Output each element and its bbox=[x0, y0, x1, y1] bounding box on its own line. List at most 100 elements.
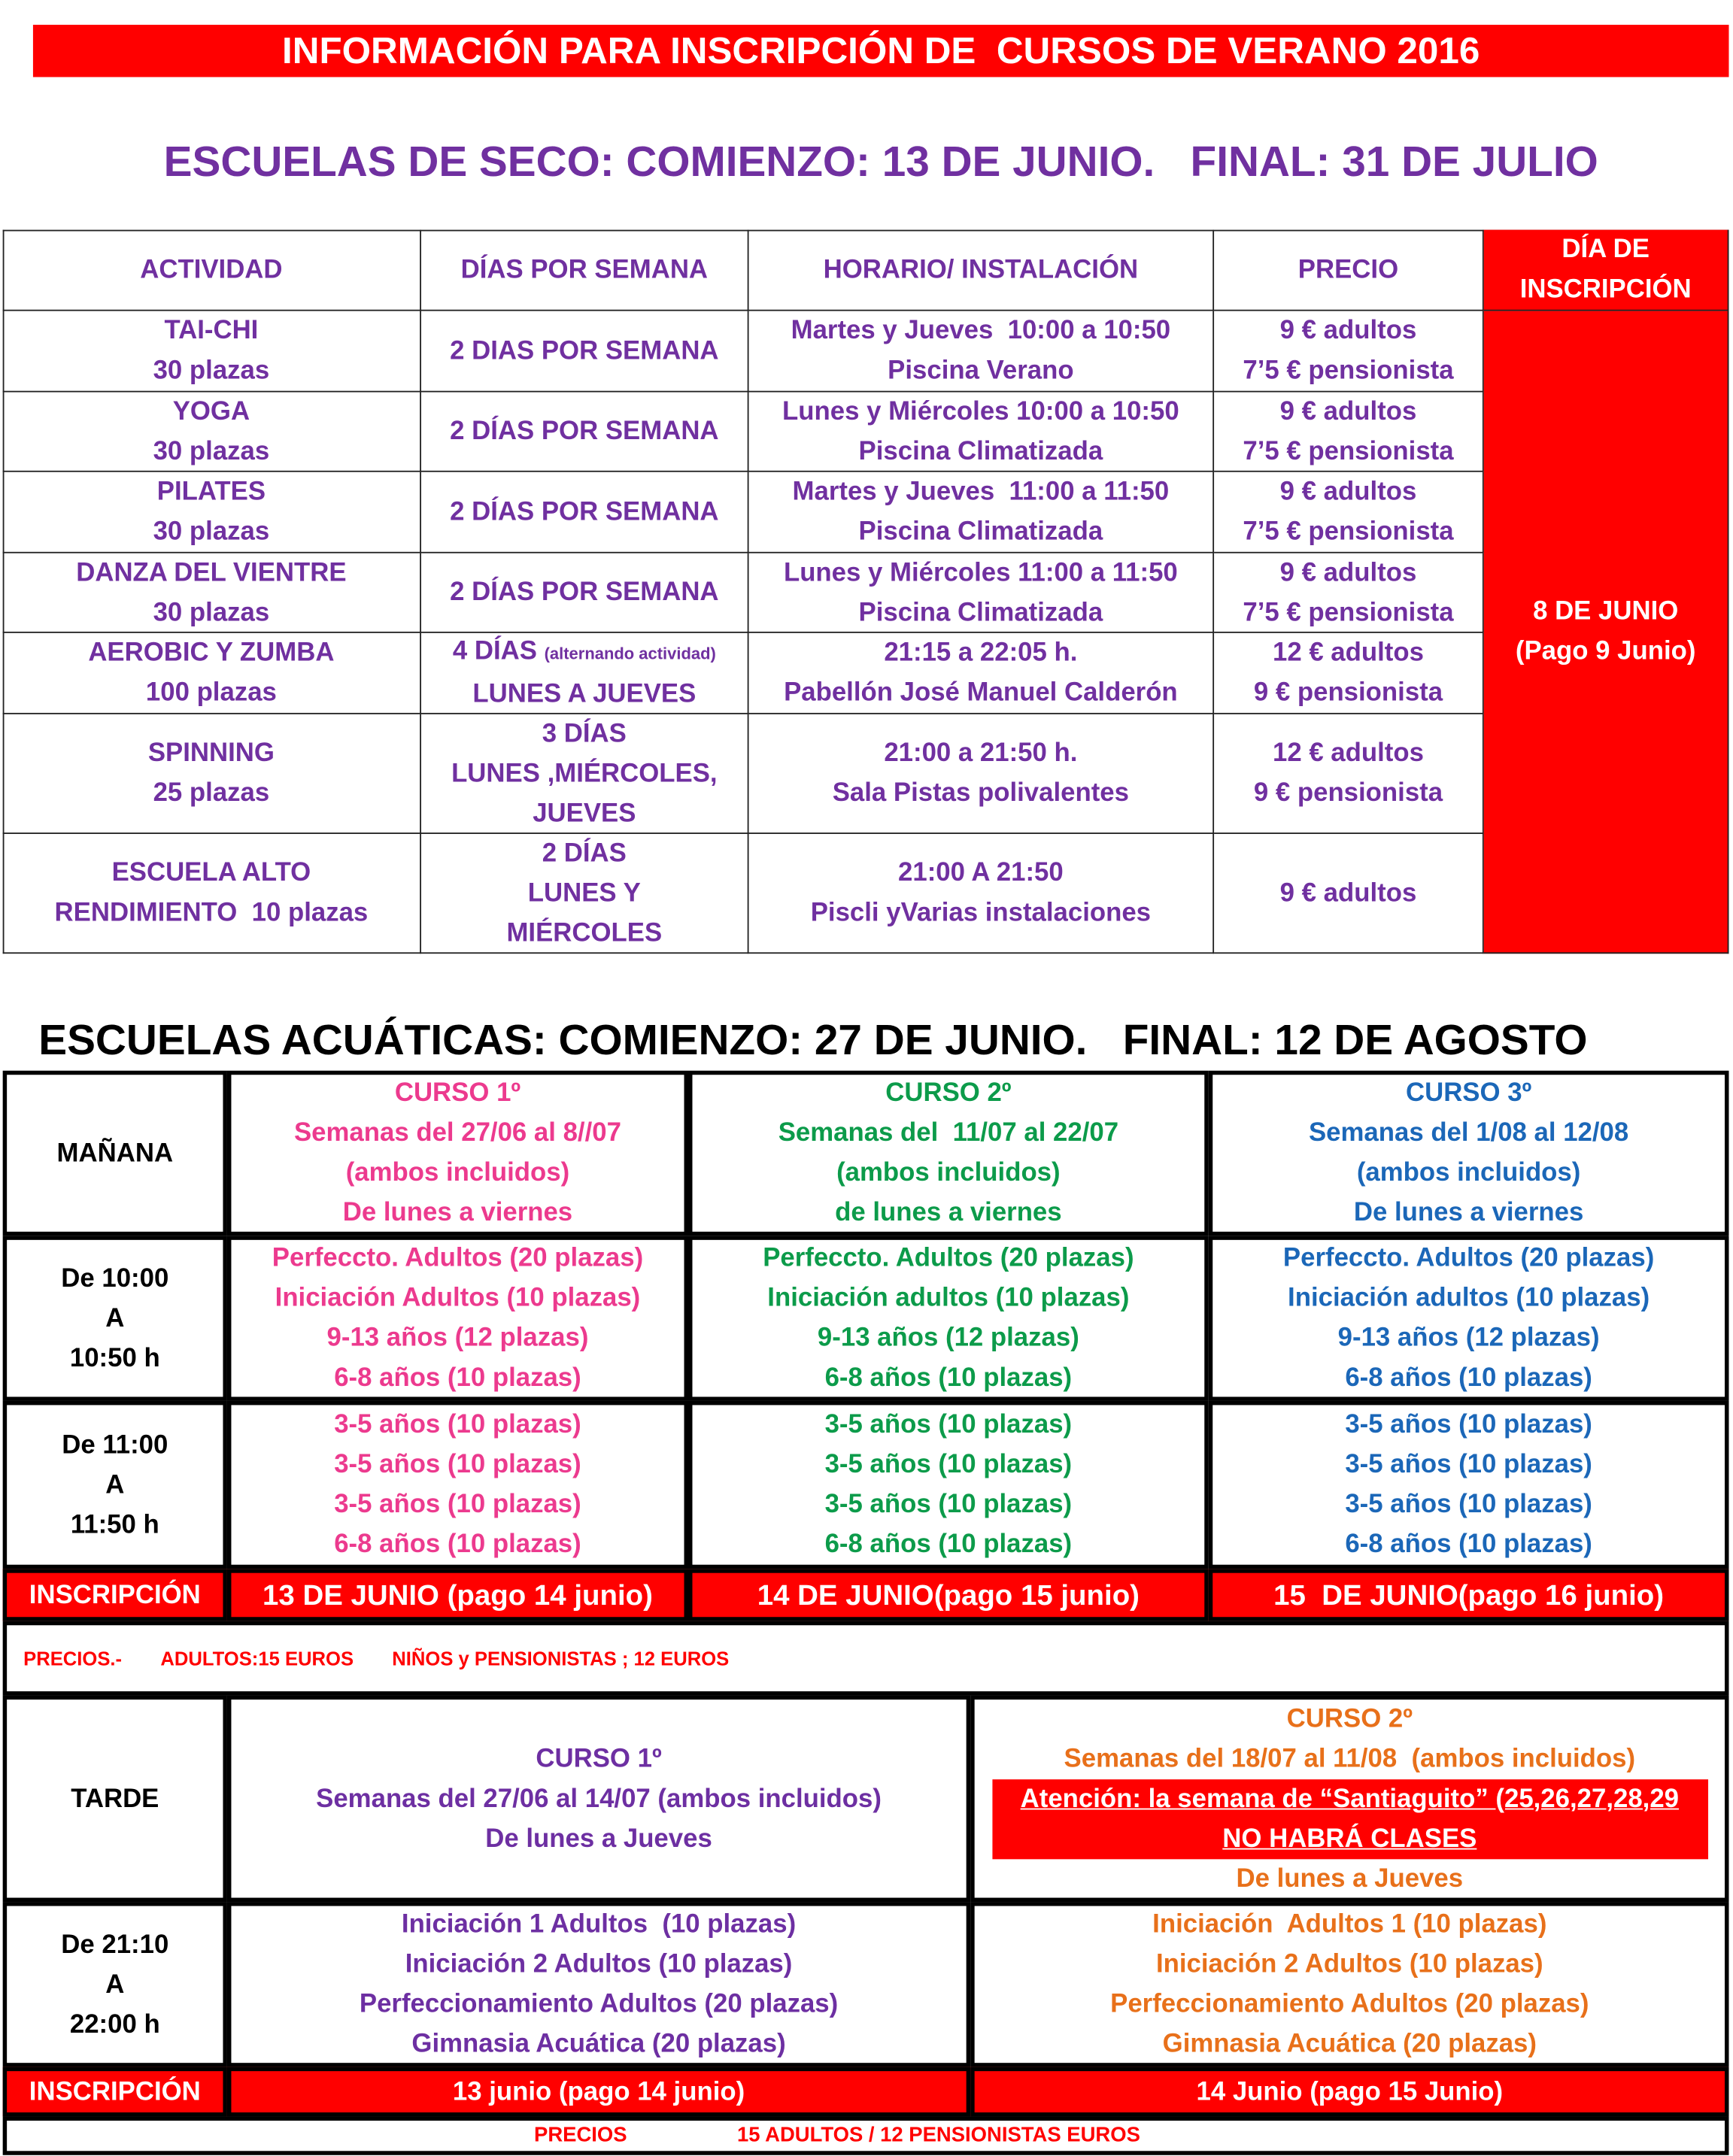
group-text: 6-8 años (10 plazas) bbox=[334, 1363, 581, 1393]
notice-text: Atención: la semana de “Santiaguito” (25… bbox=[1020, 1784, 1679, 1814]
course-text: Semanas del 27/06 al 14/07 (ambos inclui… bbox=[316, 1784, 882, 1814]
table-cell: 2 DÍAS POR SEMANA bbox=[420, 392, 749, 472]
group-text: Iniciación Adultos 1 (10 plazas) bbox=[1152, 1910, 1547, 1939]
days-note: (alternando actividad) bbox=[544, 644, 716, 664]
header-text: DÍA DE bbox=[1562, 235, 1650, 265]
registration-date-text: 13 junio (pago 14 junio) bbox=[452, 2077, 745, 2106]
table-cell: Martes y Jueves 10:00 a 10:50 Piscina Ver… bbox=[748, 311, 1215, 393]
page-title: INFORMACIÓN PARA INSCRIPCIÓN DE CURSOS D… bbox=[282, 29, 1480, 71]
registration-date-text: 15 DE JUNIO(pago 16 junio) bbox=[1273, 1578, 1665, 1612]
group-text: Iniciación adultos (10 plazas) bbox=[767, 1284, 1130, 1313]
cell-text: 30 plazas bbox=[153, 356, 270, 386]
table-cell: 2 DÍAS POR SEMANA bbox=[420, 553, 749, 633]
table-cell: 2 DÍAS POR SEMANA bbox=[420, 472, 749, 553]
group-text: Iniciación 2 Adultos (10 plazas) bbox=[405, 1950, 793, 1979]
table-cell: 9 € adultos 7’5 € pensionista bbox=[1214, 553, 1484, 633]
cell-text: ESCUELA ALTO bbox=[111, 858, 311, 888]
time-slot: De 11:00 A 11:50 h bbox=[2, 1400, 227, 1569]
cell-text: 12 € adultos bbox=[1272, 738, 1424, 769]
time-text: De 11:00 bbox=[62, 1430, 168, 1460]
cell-text: 3 DÍAS bbox=[542, 719, 627, 748]
course-text: (ambos incluidos) bbox=[1356, 1158, 1581, 1188]
cell-text: 2 DÍAS POR SEMANA bbox=[450, 417, 719, 446]
group-text: Iniciación Adultos (10 plazas) bbox=[275, 1284, 641, 1313]
cell-text: JUEVES bbox=[533, 799, 636, 828]
group-cell: Perfeccto. Adultos (20 plazas) Iniciación… bbox=[1208, 1236, 1729, 1401]
table-cell: 2 DÍAS LUNES Y MIÉRCOLES bbox=[420, 833, 749, 954]
group-cell: 3-5 años (10 plazas) 3-5 años (10 plazas)… bbox=[226, 1400, 688, 1569]
session-label: MAÑANA bbox=[2, 1070, 227, 1236]
course-text: De lunes a Jueves bbox=[1236, 1863, 1464, 1894]
header-text: INSCRIPCIÓN bbox=[1519, 275, 1692, 305]
table-cell: 21:15 a 22:05 h. Pabellón José Manuel Cal… bbox=[748, 632, 1215, 714]
table-cell: SPINNING 25 plazas bbox=[2, 714, 421, 834]
registration-text: (Pago 9 Junio) bbox=[1515, 637, 1696, 666]
time-text: De 10:00 bbox=[61, 1263, 169, 1293]
registration-date: 14 DE JUNIO(pago 15 junio) bbox=[688, 1569, 1209, 1621]
group-text: 9-13 años (12 plazas) bbox=[326, 1324, 589, 1353]
cell-text: 12 € adultos bbox=[1272, 638, 1424, 668]
course-header: CURSO 2º Semanas del 11/07 al 22/07 (ambos… bbox=[688, 1070, 1209, 1236]
group-text: Iniciación 2 Adultos (10 plazas) bbox=[1155, 1950, 1543, 1979]
price-text: PRECIOS bbox=[534, 2123, 627, 2147]
cell-text: Sala Pistas polivalentes bbox=[832, 778, 1130, 808]
group-text: 3-5 años (10 plazas) bbox=[334, 1410, 581, 1440]
time-text: De 21:10 bbox=[61, 1930, 169, 1960]
cell-text: DANZA DEL VIENTRE bbox=[76, 558, 347, 587]
group-text: Iniciación 1 Adultos (10 plazas) bbox=[401, 1910, 797, 1939]
course-header: CURSO 1º Semanas del 27/06 al 14/07 (ambo… bbox=[226, 1695, 971, 1903]
table-cell: 4 DÍAS (alternando actividad) LUNES A JUE… bbox=[420, 632, 749, 714]
course-text: de lunes a viernes bbox=[835, 1198, 1062, 1228]
table-cell: DANZA DEL VIENTRE 30 plazas bbox=[2, 553, 421, 633]
table-cell: YOGA 30 plazas bbox=[2, 392, 421, 472]
cell-text: 2 DÍAS bbox=[542, 838, 627, 868]
group-text: Gimnasia Acuática (20 plazas) bbox=[1162, 2030, 1537, 2059]
cell-text: 7’5 € pensionista bbox=[1243, 356, 1454, 386]
registration-label: INSCRIPCIÓN bbox=[2, 2067, 227, 2117]
group-text: 9-13 años (12 plazas) bbox=[1337, 1324, 1600, 1353]
group-cell: 3-5 años (10 plazas) 3-5 años (10 plazas)… bbox=[688, 1400, 1209, 1569]
cell-text: Martes y Jueves 11:00 a 11:50 bbox=[792, 478, 1170, 507]
cell-text: 21:00 A 21:50 bbox=[898, 858, 1064, 888]
cell-text: LUNES A JUEVES bbox=[472, 680, 697, 709]
cell-text: AEROBIC Y ZUMBA bbox=[88, 638, 335, 668]
cell-text: 30 plazas bbox=[153, 517, 270, 547]
time-text: A bbox=[105, 1470, 125, 1499]
group-text: Perfeccionamiento Adultos (20 plazas) bbox=[359, 1990, 839, 2019]
cell-text: 7’5 € pensionista bbox=[1243, 598, 1454, 627]
registration-label-text: INSCRIPCIÓN bbox=[29, 1580, 201, 1610]
cell-text: 9 € pensionista bbox=[1253, 778, 1443, 808]
dry-title: ESCUELAS DE SECO: COMIENZO: 13 DE JUNIO.… bbox=[0, 138, 1733, 193]
group-text: 6-8 años (10 plazas) bbox=[824, 1363, 1073, 1393]
cell-text: YOGA bbox=[172, 396, 250, 426]
aquatic-title: ESCUELAS ACUÁTICAS: COMIENZO: 27 DE JUNI… bbox=[38, 1016, 1731, 1071]
group-cell: Perfeccto. Adultos (20 plazas) Iniciación… bbox=[688, 1236, 1209, 1401]
table-cell: 9 € adultos 7’5 € pensionista bbox=[1214, 392, 1484, 472]
table-cell: 21:00 A 21:50 Piscli yVarias instalacione… bbox=[748, 833, 1215, 954]
group-text: 6-8 años (10 plazas) bbox=[824, 1530, 1073, 1560]
time-text: A bbox=[105, 1970, 125, 2000]
course-text: Semanas del 27/06 al 8//07 bbox=[293, 1118, 621, 1148]
group-text: 3-5 años (10 plazas) bbox=[334, 1490, 581, 1520]
table-cell: 12 € adultos 9 € pensionista bbox=[1214, 714, 1484, 834]
cell-text: MIÉRCOLES bbox=[506, 918, 663, 948]
course-text: Semanas del 1/08 al 12/08 bbox=[1308, 1118, 1629, 1148]
registration-label-text: INSCRIPCIÓN bbox=[29, 2077, 201, 2106]
course-text: (ambos incluidos) bbox=[836, 1158, 1061, 1188]
time-slot: De 10:00 A 10:50 h bbox=[2, 1236, 227, 1401]
table-cell: 9 € adultos bbox=[1214, 833, 1484, 954]
group-text: Iniciación adultos (10 plazas) bbox=[1288, 1284, 1650, 1313]
cell-text: Lunes y Miércoles 11:00 a 11:50 bbox=[783, 558, 1178, 587]
cell-text: 7’5 € pensionista bbox=[1243, 437, 1454, 466]
group-text: 3-5 años (10 plazas) bbox=[1345, 1450, 1592, 1480]
time-text: 22:00 h bbox=[69, 2009, 160, 2039]
cell-text: Piscina Climatizada bbox=[858, 517, 1103, 547]
cell-text: 30 plazas bbox=[153, 437, 270, 466]
notice-text: NO HABRÁ CLASES bbox=[1222, 1824, 1477, 1854]
cell-text: 2 DIAS POR SEMANA bbox=[450, 336, 719, 365]
registration-date-text: 14 DE JUNIO(pago 15 junio) bbox=[757, 1578, 1140, 1612]
course-text: (ambos incluidos) bbox=[345, 1158, 570, 1188]
course-title: CURSO 1º bbox=[394, 1078, 521, 1108]
group-text: 6-8 años (10 plazas) bbox=[1345, 1530, 1592, 1560]
